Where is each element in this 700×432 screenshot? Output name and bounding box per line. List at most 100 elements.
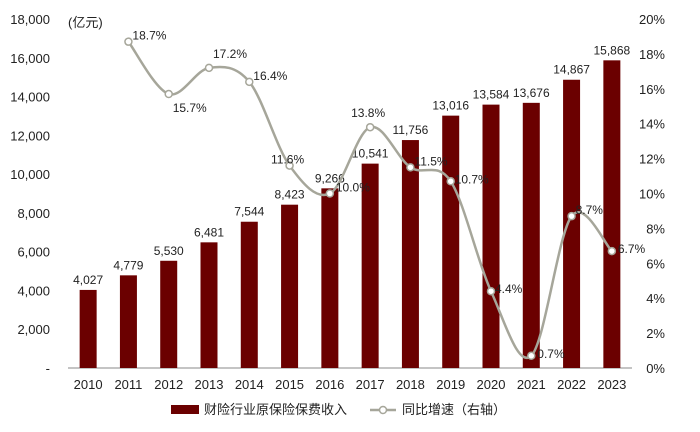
line-value-label: 11.5% <box>414 154 447 168</box>
bar-value-label: 6,481 <box>194 225 224 239</box>
left-axis-tick-label: 14,000 <box>10 90 50 105</box>
bar <box>361 163 379 368</box>
x-axis-tick-label: 2014 <box>235 377 264 392</box>
right-axis-tick-label: 10% <box>639 187 665 202</box>
line-point <box>164 89 173 99</box>
line-series <box>124 37 617 361</box>
legend: 财险行业原保险保费收入 同比增速（右轴） <box>171 402 506 417</box>
line-value-label: 16.4% <box>253 69 287 83</box>
legend-line-marker <box>378 405 388 415</box>
legend-bar-label: 财险行业原保险保费收入 <box>204 402 347 417</box>
right-axis-tick-label: 0% <box>646 361 665 376</box>
line-value-labels: 18.7% 15.7% 17.2% 16.4% 11.6% 10.0% 13.8% 11.5%… <box>132 29 645 361</box>
bar-value-label: 14,867 <box>553 63 590 77</box>
x-axis-tick-label: 2015 <box>275 377 304 392</box>
right-axis-tick-label: 18% <box>639 47 665 62</box>
line-point <box>325 189 335 198</box>
x-axis-tick-label: 2020 <box>477 377 506 392</box>
left-axis-tick-label: 16,000 <box>10 51 50 66</box>
line-point <box>245 77 254 87</box>
bar-value-label: 4,027 <box>73 273 103 287</box>
left-axis-ticks: - 2,000 4,000 6,000 8,000 10,000 12,000 14,000 1… <box>10 12 50 376</box>
bar <box>160 260 178 368</box>
bar-value-label: 13,676 <box>513 86 550 100</box>
right-axis-tick-label: 2% <box>646 326 665 341</box>
x-axis-tick-label: 2016 <box>315 377 344 392</box>
left-axis-tick-label: 2,000 <box>17 322 50 337</box>
line-point <box>446 177 455 186</box>
bar-value-label: 10,541 <box>352 147 389 161</box>
line-value-label: 8.7% <box>576 203 604 217</box>
x-axis-tick-label: 2011 <box>114 377 142 392</box>
line-value-label: 10.7% <box>455 172 489 186</box>
bar <box>119 275 137 368</box>
left-axis-tick-label: 6,000 <box>17 245 50 260</box>
y-axis-unit-label: (亿元) <box>68 15 103 30</box>
line-value-label: 13.8% <box>351 106 385 120</box>
left-axis-tick-label: 12,000 <box>10 128 50 143</box>
bar-value-label: 9,266 <box>315 171 345 185</box>
left-axis-tick-label: 4,000 <box>17 283 50 298</box>
x-axis-tick-label: 2022 <box>557 377 586 392</box>
x-axis-tick-label: 2021 <box>517 377 546 392</box>
left-axis-tick-label: 10,000 <box>10 167 50 182</box>
bar-value-label: 7,544 <box>234 205 264 219</box>
legend-line-label: 同比增速（右轴） <box>402 402 506 417</box>
x-axis-tick-label: 2019 <box>436 377 465 392</box>
line-value-label: 18.7% <box>132 29 166 43</box>
x-axis-tick-label: 2013 <box>195 377 224 392</box>
line-value-label: 17.2% <box>213 47 247 61</box>
bar-value-label: 11,756 <box>393 123 429 137</box>
line-point <box>204 63 214 73</box>
bar <box>200 242 218 368</box>
legend-bar-swatch <box>171 405 199 414</box>
bar <box>281 204 299 368</box>
bar-series <box>79 60 621 369</box>
growth-line <box>127 40 613 360</box>
left-axis-tick-label: 8,000 <box>17 206 50 221</box>
bar-value-label: 13,584 <box>473 88 510 102</box>
x-axis-tick-label: 2023 <box>597 377 626 392</box>
bar <box>482 104 500 368</box>
line-point <box>365 122 375 132</box>
x-axis-tick-label: 2018 <box>396 377 425 392</box>
x-axis-tick-label: 2017 <box>356 377 385 392</box>
right-axis-tick-label: 8% <box>646 221 665 236</box>
left-axis-tick-label: 18,000 <box>10 12 50 27</box>
line-point <box>567 211 576 221</box>
bar <box>401 140 419 368</box>
right-axis-tick-label: 14% <box>639 117 665 132</box>
bar <box>603 60 621 369</box>
line-point <box>285 161 294 170</box>
bar <box>79 289 97 368</box>
bar-value-label: 4,779 <box>113 258 143 272</box>
bar <box>442 115 460 369</box>
bar-value-label: 8,423 <box>275 188 305 202</box>
line-value-label: 15.7% <box>173 101 207 115</box>
line-value-label: 0.7% <box>537 347 565 361</box>
bar <box>240 221 258 368</box>
right-axis-tick-label: 20% <box>639 12 665 27</box>
line-point <box>607 246 617 256</box>
right-axis-tick-label: 6% <box>646 256 665 271</box>
x-axis-tick-label: 2012 <box>154 377 183 392</box>
line-value-label: 10.0% <box>336 181 370 195</box>
x-axis-ticks: 2010 2011 2012 2013 2014 2015 2016 2017 2018 2019… <box>74 377 627 392</box>
line-point <box>527 351 536 361</box>
line-point <box>486 286 496 296</box>
line-value-label: 11.6% <box>271 153 304 167</box>
bar <box>522 102 540 368</box>
x-axis-tick-label: 2010 <box>74 377 103 392</box>
bar-value-label: 15,868 <box>594 43 631 57</box>
bar <box>563 79 581 368</box>
line-value-label: 6.7% <box>618 242 646 256</box>
right-axis-ticks: 0% 2% 4% 6% 8% 10% 12% 14% 16% 18% 20% <box>639 12 665 376</box>
line-point <box>124 37 133 46</box>
left-axis-tick-label: - <box>46 361 50 376</box>
right-axis-tick-label: 16% <box>639 82 665 97</box>
bar-value-label: 13,016 <box>432 99 469 113</box>
line-point <box>406 163 415 172</box>
right-axis-tick-label: 4% <box>646 291 665 306</box>
bar-value-labels: 4,027 4,779 5,530 6,481 7,544 8,423 9,266 10,54… <box>73 43 630 287</box>
